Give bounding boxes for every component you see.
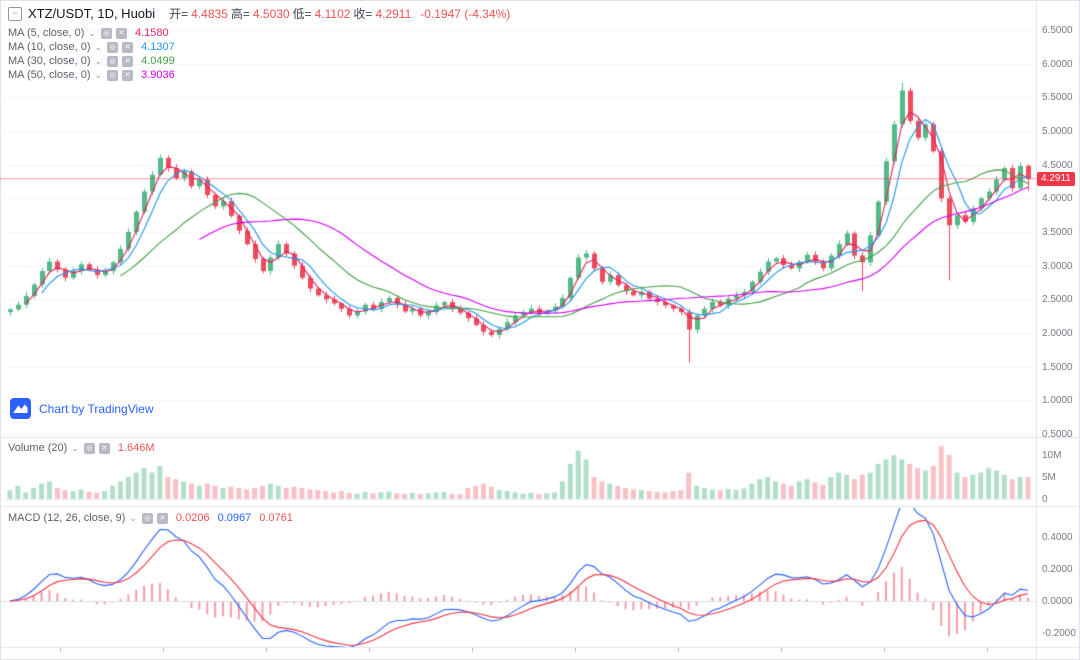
macd-axis-label: 0.0000 xyxy=(1042,596,1073,607)
macd-label[interactable]: MACD (12, 26, close, 9) xyxy=(8,512,126,524)
visibility-icon[interactable]: ◎ xyxy=(141,512,153,524)
time-axis[interactable] xyxy=(0,648,1036,660)
change-value: -0.1947 (-4.34%) xyxy=(420,6,511,21)
close-icon[interactable]: ✕ xyxy=(156,512,168,524)
price-axis-label: 3.5000 xyxy=(1042,227,1073,238)
visibility-icon[interactable]: ◎ xyxy=(100,27,112,39)
chevron-down-icon[interactable]: ⌄ xyxy=(71,442,79,453)
symbol-title[interactable]: XTZ/USDT, 1D, Huobi xyxy=(28,6,156,21)
volume-pane[interactable] xyxy=(0,437,1036,507)
ma-50-value: 3.9036 xyxy=(141,69,175,81)
ma-10-row: MA (10, close, 0) ⌄ ◎ ✕ 4.1307 xyxy=(8,41,175,53)
visibility-icon[interactable]: ◎ xyxy=(107,41,119,53)
chart-legend-header: − XTZ/USDT, 1D, Huobi 开= 4.4835 高= 4.5030 … xyxy=(8,5,510,22)
low-value: 4.1102 xyxy=(314,6,351,21)
tradingview-attribution-text: Chart by TradingView xyxy=(39,401,154,416)
tradingview-attribution[interactable]: Chart by TradingView xyxy=(10,398,154,419)
ma-50-label[interactable]: MA (50, close, 0) xyxy=(8,69,91,81)
volume-axis-label: 5M xyxy=(1042,472,1056,483)
price-axis-label: 1.0000 xyxy=(1042,395,1073,407)
ma-50-row: MA (50, close, 0) ⌄ ◎ ✕ 3.9036 xyxy=(8,69,175,81)
macd-axis-label: 0.4000 xyxy=(1042,532,1073,543)
chevron-down-icon[interactable]: ⌄ xyxy=(94,69,103,80)
macd-line-value: 0.0967 xyxy=(217,512,252,524)
close-value: 4.2911 xyxy=(375,6,412,21)
price-axis-label: 0.5000 xyxy=(1042,429,1073,440)
volume-legend-row: Volume (20) ⌄ ◎ ✕ 1.646M xyxy=(8,442,155,454)
macd-hist-value: 0.0206 xyxy=(175,512,210,524)
last-price-tag: 4.2911 xyxy=(1037,171,1075,186)
ma-5-value: 4.1580 xyxy=(134,27,169,39)
close-icon[interactable]: ✕ xyxy=(122,55,134,67)
macd-axis-label: 0.2000 xyxy=(1042,564,1073,575)
ma-10-label[interactable]: MA (10, close, 0) xyxy=(8,41,91,53)
price-axis-label: 5.5000 xyxy=(1042,92,1073,104)
chevron-down-icon[interactable]: ⌄ xyxy=(94,55,103,66)
visibility-icon[interactable]: ◎ xyxy=(107,55,119,67)
close-icon[interactable]: ✕ xyxy=(115,27,127,39)
ma-30-row: MA (30, close, 0) ⌄ ◎ ✕ 4.0499 xyxy=(8,55,175,67)
chevron-down-icon[interactable]: ⌄ xyxy=(88,27,96,38)
tradingview-logo-icon xyxy=(10,398,31,419)
ma-30-value: 4.0499 xyxy=(141,55,175,67)
chevron-down-icon[interactable]: ⌄ xyxy=(94,41,103,52)
open-value: 4.4835 xyxy=(191,6,228,21)
visibility-icon[interactable]: ◎ xyxy=(83,442,95,454)
ma-5-label[interactable]: MA (5, close, 0) xyxy=(8,27,85,39)
volume-axis-label: 10M xyxy=(1042,450,1062,461)
open-label: 开= xyxy=(169,7,189,21)
low-label: 低= xyxy=(292,7,312,21)
chevron-down-icon[interactable]: ⌄ xyxy=(129,512,137,523)
price-axis-label: 4.0000 xyxy=(1042,193,1073,205)
macd-legend-row: MACD (12, 26, close, 9) ⌄ ◎ ✕ 0.0206 0.0… xyxy=(8,512,293,524)
price-axis-label: 6.0000 xyxy=(1042,58,1073,70)
close-icon[interactable]: ✕ xyxy=(122,41,134,53)
ohlc-readout: 开= 4.4835 高= 4.5030 低= 4.1102 收= 4.2911 -0.1… xyxy=(169,5,510,22)
price-axis-label: 5.0000 xyxy=(1042,126,1073,137)
price-axis-label: 2.5000 xyxy=(1042,294,1073,306)
volume-label[interactable]: Volume (20) xyxy=(8,442,68,454)
close-label: 收= xyxy=(353,7,373,21)
close-icon[interactable]: ✕ xyxy=(122,69,134,81)
price-axis-label: 4.5000 xyxy=(1042,159,1073,171)
macd-pane[interactable] xyxy=(0,507,1036,647)
symbol-icon[interactable]: − xyxy=(8,6,22,21)
macd-axis-label: -0.2000 xyxy=(1042,628,1076,639)
ma-5-row: MA (5, close, 0) ⌄ ◎ ✕ 4.1580 xyxy=(8,27,169,39)
macd-signal-value: 0.0761 xyxy=(259,512,293,524)
volume-value: 1.646M xyxy=(117,442,155,454)
visibility-icon[interactable]: ◎ xyxy=(107,69,119,81)
ma-10-value: 4.1307 xyxy=(141,41,175,53)
close-icon[interactable]: ✕ xyxy=(98,442,110,454)
price-axis-label: 2.0000 xyxy=(1042,328,1073,339)
price-axis-label: 6.5000 xyxy=(1042,25,1073,36)
volume-axis-label: 0 xyxy=(1042,494,1048,505)
high-value: 4.5030 xyxy=(252,6,290,21)
price-axis-label: 1.5000 xyxy=(1042,361,1073,373)
price-axis-label: 3.0000 xyxy=(1042,260,1073,272)
ma-30-label[interactable]: MA (30, close, 0) xyxy=(8,55,91,67)
high-label: 高= xyxy=(230,7,250,21)
